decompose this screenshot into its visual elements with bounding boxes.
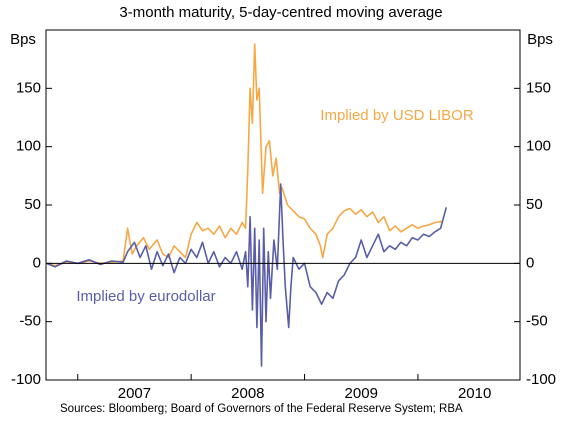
legend-label: Implied by eurodollar (76, 288, 215, 305)
series-line (45, 43, 444, 267)
series-line (45, 183, 448, 367)
x-tick-label: 2010 (458, 385, 491, 402)
y-tick-label: 0 (33, 254, 41, 271)
x-tick-label: 2007 (118, 385, 151, 402)
y-tick-label: -100 (11, 371, 41, 388)
legend-label: Implied by USD LIBOR (320, 107, 474, 124)
x-tick-label: 2008 (231, 385, 264, 402)
y2-tick-label: 100 (526, 138, 551, 155)
y-tick-label: 100 (16, 138, 41, 155)
x-tick-label: 2009 (345, 385, 378, 402)
y2-tick-label: 150 (526, 79, 551, 96)
y-axis-label: Bps (10, 31, 36, 48)
y2-axis-label: Bps (527, 31, 553, 48)
y-tick-label: 150 (16, 79, 41, 96)
y2-tick-label: -100 (526, 371, 556, 388)
source-box: Sources: Bloomberg; Board of Governors o… (60, 403, 463, 415)
y-tick-label: -50 (19, 313, 41, 330)
plot-frame (45, 29, 521, 381)
y-tick-label: 50 (24, 196, 41, 213)
source-note: Sources: Bloomberg; Board of Governors o… (60, 403, 463, 415)
chart-subtitle: 3-month maturity, 5-day-centred moving a… (119, 4, 442, 21)
y2-tick-label: 0 (526, 254, 534, 271)
y2-tick-label: 50 (526, 196, 543, 213)
y2-tick-label: -50 (526, 313, 548, 330)
